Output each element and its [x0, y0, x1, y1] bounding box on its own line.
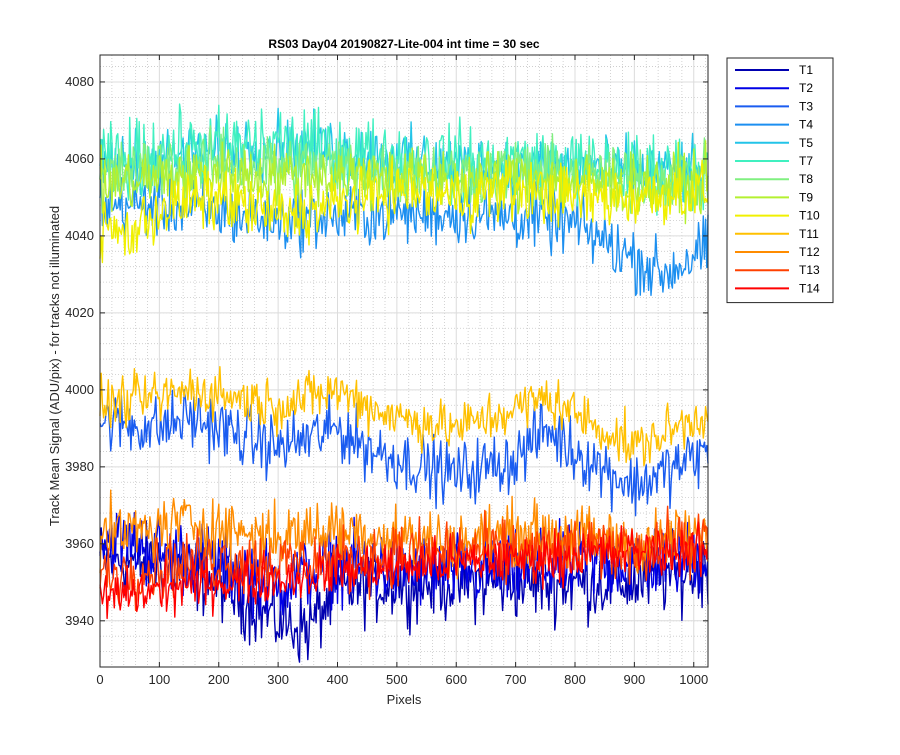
legend-label-T5: T5 [799, 136, 813, 150]
legend-label-T1: T1 [799, 63, 813, 77]
legend-label-T7: T7 [799, 154, 813, 168]
series-line-T12 [99, 489, 709, 580]
x-tick-label: 300 [267, 672, 289, 687]
axis-ticks: 0 100 200 300 400 500 600 700 800 900 1000 3940 3960… [65, 55, 708, 687]
series-line-T3 [99, 389, 709, 517]
legend-label-T14: T14 [799, 281, 820, 295]
series-line-T11 [99, 366, 709, 467]
legend-label-T13: T13 [799, 263, 820, 277]
series-line-T14 [99, 521, 709, 620]
axes-box [99, 54, 709, 668]
y-tick-label: 4040 [65, 228, 94, 243]
x-axis-label: Pixels [387, 692, 422, 707]
x-tick-label: 500 [386, 672, 408, 687]
y-tick-label: 4020 [65, 305, 94, 320]
x-tick-label: 0 [96, 672, 103, 687]
legend-label-T9: T9 [799, 190, 813, 204]
x-tick-label: 400 [327, 672, 349, 687]
x-tick-label: 900 [624, 672, 646, 687]
y-tick-label: 4080 [65, 74, 94, 89]
x-tick-label: 800 [564, 672, 586, 687]
legend-label-T10: T10 [799, 209, 820, 223]
legend-label-T11: T11 [799, 227, 819, 241]
legend-label-T12: T12 [799, 245, 820, 259]
legend-label-T2: T2 [799, 81, 813, 95]
y-tick-label: 4000 [65, 382, 94, 397]
series-line-T9 [99, 140, 709, 225]
x-tick-label: 700 [505, 672, 527, 687]
chart-title: RS03 Day04 20190827-Lite-004 int time = … [268, 37, 539, 51]
y-tick-label: 3960 [65, 536, 94, 551]
legend-label-T4: T4 [799, 118, 813, 132]
x-tick-label: 200 [208, 672, 230, 687]
y-tick-label: 4060 [65, 151, 94, 166]
x-tick-label: 100 [149, 672, 171, 687]
legend-label-T8: T8 [799, 172, 813, 186]
x-tick-label: 600 [445, 672, 467, 687]
series-line-T10 [99, 155, 709, 264]
y-tick-label: 3940 [65, 613, 94, 628]
legend-label-T3: T3 [799, 99, 813, 113]
x-tick-label: 1000 [679, 672, 708, 687]
legend: T1 T2 T3 T4 T5 T7 T8 T9 T10 T11 T12 T13 T14 [726, 57, 834, 304]
legend-box [726, 57, 834, 304]
y-tick-label: 3980 [65, 459, 94, 474]
series-lines [99, 103, 709, 663]
y-axis-label: Track Mean Signal (ADU/pix) - for tracks… [47, 206, 62, 526]
